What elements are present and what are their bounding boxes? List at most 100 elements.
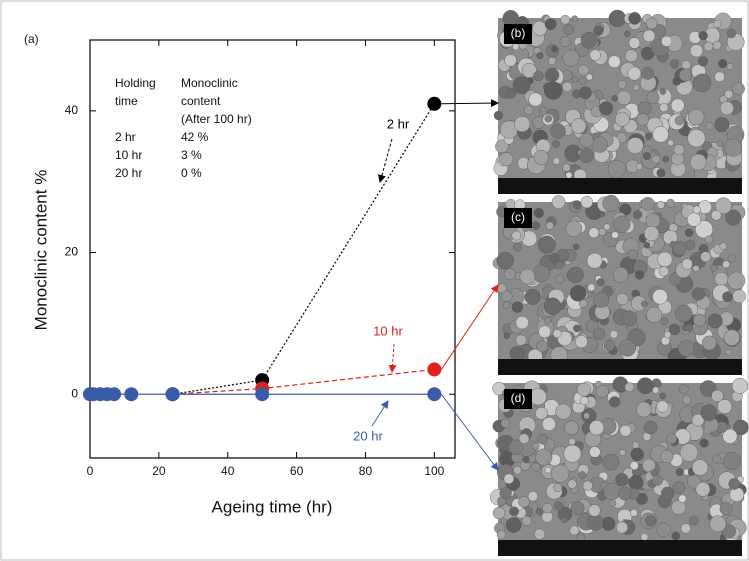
grain [543,297,562,315]
grain [524,288,541,305]
annotation-arrow [388,343,397,373]
grain [521,515,532,526]
data-point [165,387,180,402]
grain [669,59,680,69]
grain [562,163,571,172]
grain [698,56,709,67]
grain [680,523,691,534]
grain [630,509,638,517]
grain [502,301,511,309]
grain [645,213,661,229]
grain [671,531,681,541]
plot-frame [89,39,456,459]
table-cell: 2 hr [115,130,136,144]
grain [607,160,626,179]
grain [720,101,734,116]
grain [545,221,554,230]
grain [509,506,519,517]
grain [727,271,746,290]
y-axis-label: Monoclinic content % [31,170,50,331]
grain [535,406,548,420]
grain [592,327,606,340]
y-tick-label: 20 [65,245,79,259]
grain [544,115,553,123]
grain [731,82,745,96]
grain [619,424,632,437]
grain [578,471,587,479]
grain [518,433,530,444]
grain [589,49,601,61]
grain [587,514,604,531]
grain [672,241,687,256]
grain [713,19,722,28]
grain [644,132,653,141]
grain [714,71,725,83]
grain [551,464,570,483]
grain [643,241,651,249]
grain [705,122,714,131]
table-cell: Monoclinic [181,76,238,90]
grain [659,103,669,113]
grain [670,98,685,113]
grain [641,67,654,80]
panel-label-box [504,208,532,228]
grain [542,502,553,514]
grain [698,31,708,41]
grain [636,377,654,395]
grain [527,491,539,502]
grain [725,348,732,356]
grain [551,195,566,209]
grain [659,392,667,400]
grain [691,287,706,301]
grain [536,433,548,445]
grain [692,265,700,272]
grain [535,448,553,466]
grain [571,76,579,83]
grain [641,300,648,308]
grain [518,496,530,508]
grain [501,290,513,302]
grain [563,444,582,463]
grain [704,235,713,244]
grain [591,136,608,153]
grain [533,70,544,82]
grain [562,81,573,93]
series-line [172,368,435,395]
grain [659,88,667,95]
grain [616,90,632,106]
grain [569,285,587,302]
grain [646,306,663,323]
grain [519,268,536,285]
grain [611,231,619,239]
grain [687,129,706,148]
grain [593,291,610,308]
grain [652,288,668,305]
grain [722,428,738,444]
grain [503,268,516,281]
grain [712,40,722,50]
grain [699,438,709,448]
grain [636,113,649,126]
grain [589,420,605,436]
grain [522,456,530,464]
grain [695,220,714,239]
grain [671,500,687,515]
grain [711,454,722,464]
grain [645,17,658,30]
grain [652,474,663,486]
grain [672,481,686,495]
data-point [124,387,139,402]
grain [661,35,673,47]
grain [688,515,699,526]
grain [608,9,627,28]
sem-info-bar [498,540,742,556]
grain [716,140,723,148]
grain [627,66,642,81]
grain [542,417,556,432]
grain [547,56,557,66]
grain [572,243,580,251]
grain [577,64,590,76]
grain [722,291,733,303]
grain [570,118,587,134]
grain [612,266,629,283]
